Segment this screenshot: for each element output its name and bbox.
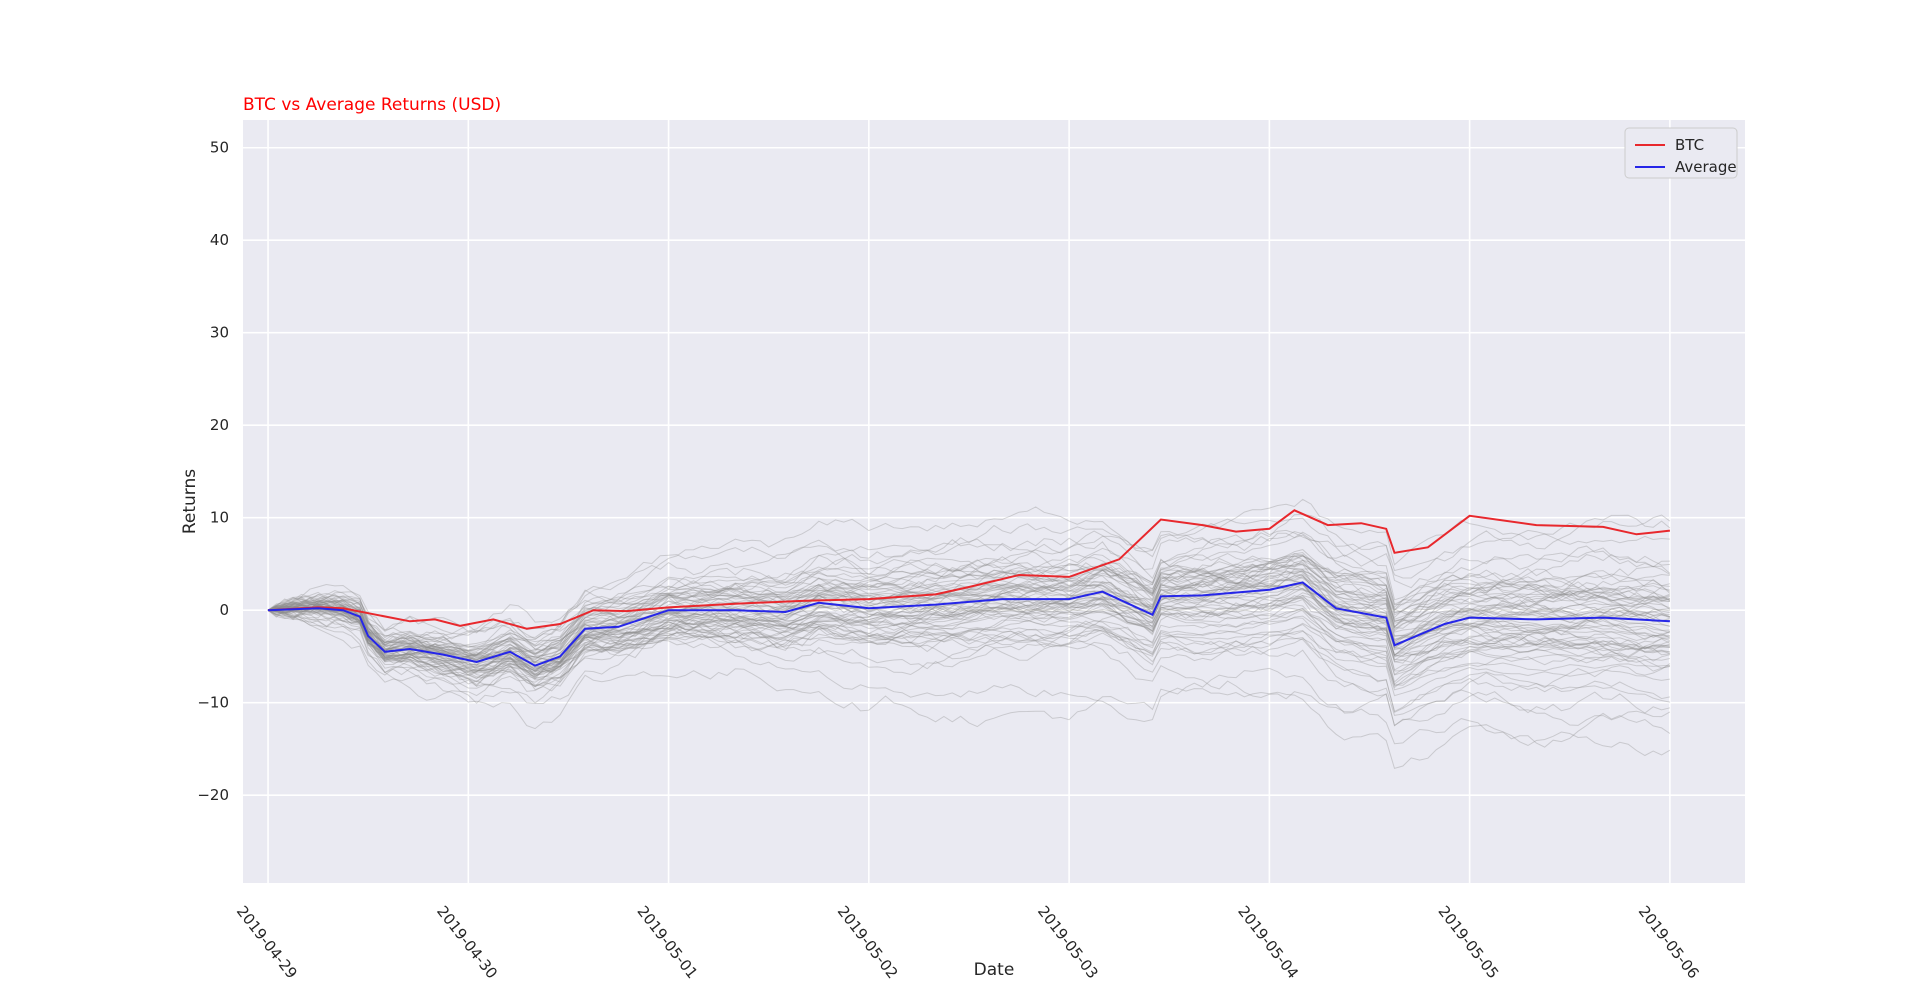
coin-series-line bbox=[267, 570, 1670, 648]
coin-series-line bbox=[267, 564, 1671, 671]
coin-series-line bbox=[267, 605, 1671, 686]
x-tick-label: 2019-04-30 bbox=[433, 902, 501, 982]
coin-series-line bbox=[267, 603, 1670, 713]
coin-series-line bbox=[267, 575, 1671, 670]
plot-area bbox=[243, 120, 1745, 883]
coin-series-line bbox=[267, 530, 1671, 653]
coin-series-line bbox=[267, 601, 1670, 689]
y-tick-label: 10 bbox=[210, 509, 229, 527]
coin-series-line bbox=[267, 576, 1671, 687]
main-series bbox=[267, 509, 1671, 667]
coin-series-line bbox=[267, 582, 1671, 676]
coin-series-line bbox=[267, 555, 1671, 679]
coin-series-line bbox=[267, 570, 1671, 664]
y-tick-label: 40 bbox=[210, 231, 229, 249]
coin-series-line bbox=[267, 596, 1670, 667]
coin-series-line bbox=[267, 573, 1670, 658]
coin-series-line bbox=[267, 537, 1671, 662]
y-tick-label: 50 bbox=[210, 139, 229, 157]
coin-series-line bbox=[267, 609, 1670, 697]
coin-series-line bbox=[267, 556, 1671, 692]
coin-series-line bbox=[267, 530, 1671, 639]
background-coin-series bbox=[267, 498, 1671, 770]
coin-series-line bbox=[267, 575, 1670, 674]
y-tick-label: −10 bbox=[197, 694, 229, 712]
x-tick-label: 2019-05-01 bbox=[633, 902, 701, 982]
coin-series-line bbox=[267, 534, 1670, 656]
coin-series-line bbox=[267, 583, 1671, 683]
coin-series-line bbox=[267, 592, 1671, 686]
coin-series-line bbox=[267, 575, 1671, 673]
chart-title: BTC vs Average Returns (USD) bbox=[243, 95, 501, 115]
coin-series-line bbox=[267, 588, 1670, 675]
coin-series-line bbox=[267, 517, 1670, 658]
coin-series-line bbox=[267, 609, 1671, 727]
coin-series-line bbox=[267, 576, 1671, 676]
grid-lines bbox=[243, 120, 1745, 883]
coin-series-line bbox=[267, 608, 1670, 676]
coin-series-line bbox=[267, 514, 1671, 643]
coin-series-line bbox=[267, 583, 1671, 656]
coin-series-line bbox=[267, 601, 1670, 672]
x-tick-label: 2019-05-03 bbox=[1034, 902, 1102, 982]
x-tick-label: 2019-05-06 bbox=[1635, 902, 1703, 982]
coin-series-line bbox=[267, 582, 1670, 664]
coin-series-line bbox=[267, 569, 1671, 701]
y-tick-label: 20 bbox=[210, 416, 229, 434]
coin-series-line bbox=[267, 609, 1671, 748]
legend-label: BTC bbox=[1675, 136, 1704, 154]
coin-series-line bbox=[267, 498, 1671, 648]
coin-series-line bbox=[267, 604, 1671, 705]
legend: BTC Average bbox=[1624, 127, 1738, 179]
x-tick-label: 2019-05-02 bbox=[834, 902, 902, 982]
legend-label: Average bbox=[1675, 158, 1737, 176]
coin-series-line bbox=[267, 592, 1670, 672]
coin-series-line bbox=[267, 587, 1670, 669]
coin-series-line bbox=[267, 555, 1671, 654]
coin-series-line bbox=[267, 559, 1671, 654]
y-tick-label: 0 bbox=[219, 601, 229, 619]
x-tick-label: 2019-05-05 bbox=[1434, 902, 1502, 982]
coin-series-line bbox=[267, 553, 1670, 680]
legend-box bbox=[1624, 127, 1738, 179]
coin-series-line bbox=[267, 580, 1670, 659]
coin-series-line bbox=[267, 585, 1670, 671]
coin-series-line bbox=[267, 568, 1671, 687]
coin-series-line bbox=[267, 561, 1671, 656]
coin-series-line bbox=[267, 563, 1670, 652]
x-tick-label: 2019-05-04 bbox=[1234, 902, 1302, 982]
btc-series-line bbox=[267, 509, 1671, 630]
x-tick-label: 2019-04-29 bbox=[233, 902, 301, 982]
x-axis-label: Date bbox=[974, 960, 1015, 980]
coin-series-line bbox=[267, 583, 1670, 663]
coin-series-line bbox=[267, 609, 1671, 727]
coin-series-line bbox=[267, 600, 1671, 683]
average-series-line bbox=[267, 581, 1670, 667]
y-tick-label: 30 bbox=[210, 324, 229, 342]
coin-series-line bbox=[267, 562, 1670, 673]
coin-series-line bbox=[267, 552, 1670, 657]
coin-series-line bbox=[267, 606, 1671, 687]
coin-series-line bbox=[267, 553, 1670, 661]
y-axis-label: Returns bbox=[180, 469, 200, 534]
y-tick-label: −20 bbox=[197, 786, 229, 804]
coin-series-line bbox=[267, 593, 1671, 770]
coin-series-line bbox=[267, 609, 1671, 685]
